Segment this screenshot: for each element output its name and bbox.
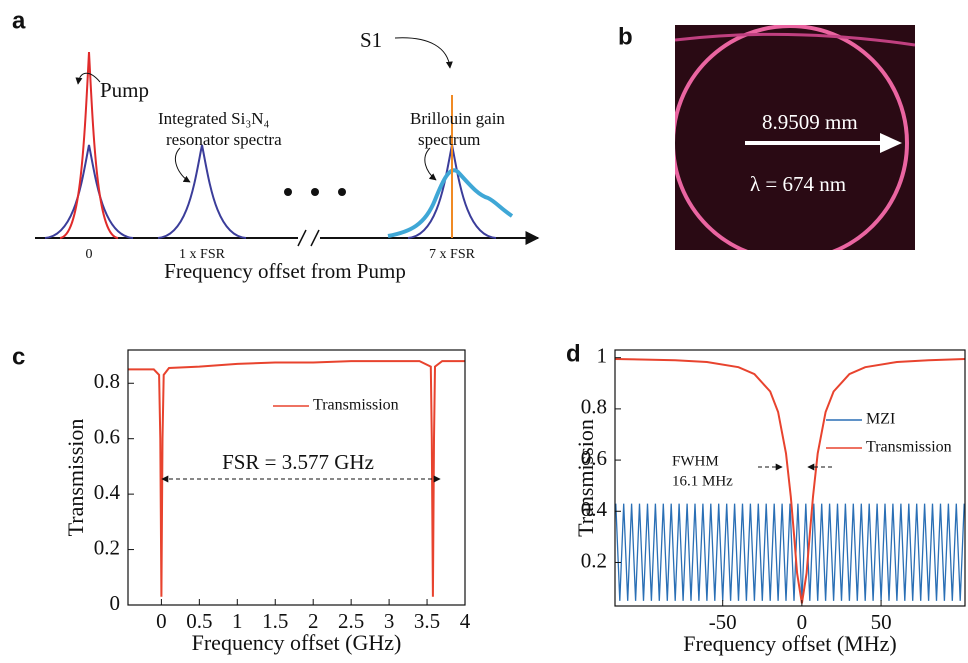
label: λ = 674 nm bbox=[750, 172, 846, 196]
y-tick-label: 0.6 bbox=[94, 425, 120, 449]
x-tick-label: 1.5 bbox=[262, 609, 288, 633]
axis-break bbox=[297, 229, 320, 247]
y-tick-label: 0.4 bbox=[581, 497, 608, 521]
tick-label: 7 x FSR bbox=[429, 247, 476, 262]
panel-label: a bbox=[12, 7, 26, 34]
label: 8.9509 mm bbox=[762, 110, 858, 134]
tick-label: 0 bbox=[86, 247, 93, 262]
x-tick-label: 3 bbox=[384, 609, 395, 633]
axis-label: Frequency offset from Pump bbox=[164, 259, 406, 283]
legend-label: Transmission bbox=[313, 397, 399, 414]
dot bbox=[284, 188, 292, 196]
arrow bbox=[424, 147, 437, 181]
ring bbox=[675, 25, 909, 250]
pump bbox=[59, 51, 119, 239]
y-tick-label: 0.2 bbox=[581, 548, 607, 572]
x-axis-label: Frequency offset (GHz) bbox=[192, 630, 402, 655]
y-tick-label: 0.2 bbox=[94, 535, 120, 559]
label: Integrated Si₃N₄ bbox=[158, 109, 270, 128]
annotation: 16.1 MHz bbox=[672, 473, 733, 489]
panel-label: d bbox=[566, 340, 581, 367]
y-tick-label: 0.8 bbox=[581, 395, 607, 419]
label: Pump bbox=[100, 78, 149, 102]
tick-label: 1 x FSR bbox=[179, 247, 226, 262]
label: resonator spectra bbox=[166, 130, 282, 149]
series-line bbox=[615, 358, 965, 604]
x-tick-label: 0.5 bbox=[186, 609, 212, 633]
arrow bbox=[175, 147, 191, 183]
arrow bbox=[394, 37, 453, 69]
annotation: FWHM bbox=[672, 453, 719, 469]
arrow bbox=[75, 72, 101, 85]
legend-label: Transmission bbox=[866, 439, 952, 456]
x-tick-label: 2 bbox=[308, 609, 319, 633]
x-tick-label: 0 bbox=[156, 609, 167, 633]
plot-frame bbox=[127, 349, 466, 606]
y-tick-label: 0 bbox=[110, 591, 121, 615]
chart-panel: Transmission 0 0.5 1 1.5 2 2.5 3 3.5 4 0 0.2 0.4 0.6 0… bbox=[63, 349, 471, 655]
x-tick-label: -50 bbox=[709, 610, 737, 634]
x-tick-label: 1 bbox=[232, 609, 243, 633]
label: spectrum bbox=[418, 130, 480, 149]
y-tick-label: 0.4 bbox=[94, 480, 121, 504]
chart-panel: MZI Transmission -50 0 50 0.2 0.4 0.6 0.8 1 Freque… bbox=[573, 343, 966, 656]
series-line bbox=[615, 503, 965, 601]
dot bbox=[338, 188, 346, 196]
series-line bbox=[128, 360, 465, 597]
resonance bbox=[44, 144, 134, 239]
x-axis-label: Frequency offset (MHz) bbox=[683, 631, 896, 656]
x-tick-label: 2.5 bbox=[338, 609, 364, 633]
brillouin-gain bbox=[387, 168, 514, 238]
panel-b: b 8.9509 mm λ = 674 nm bbox=[618, 23, 915, 250]
label: Brillouin gain bbox=[410, 109, 505, 128]
y-axis-label: Transmission bbox=[573, 419, 598, 537]
dot bbox=[311, 188, 319, 196]
x-tick-label: 50 bbox=[871, 610, 892, 634]
panel-label: b bbox=[618, 23, 633, 50]
arrow-head bbox=[880, 133, 902, 153]
x-tick-label: 4 bbox=[460, 609, 471, 633]
legend-label: MZI bbox=[866, 411, 895, 428]
x-tick-label: 3.5 bbox=[414, 609, 440, 633]
x-tick-label: 0 bbox=[797, 610, 808, 634]
label: S1 bbox=[360, 28, 382, 52]
y-tick-label: 0.6 bbox=[581, 446, 607, 470]
plot-frame bbox=[614, 349, 966, 607]
y-axis-label: Transmission bbox=[63, 419, 88, 537]
y-tick-label: 1 bbox=[597, 343, 608, 367]
bus bbox=[675, 32, 915, 47]
resonance bbox=[157, 144, 247, 239]
panel-label: c bbox=[12, 343, 25, 370]
panel-a: a Pump Integrated Si₃N₄ resonator spectr… bbox=[12, 7, 540, 283]
y-tick-label: 0.8 bbox=[94, 369, 120, 393]
annotation: FSR = 3.577 GHz bbox=[222, 450, 374, 474]
